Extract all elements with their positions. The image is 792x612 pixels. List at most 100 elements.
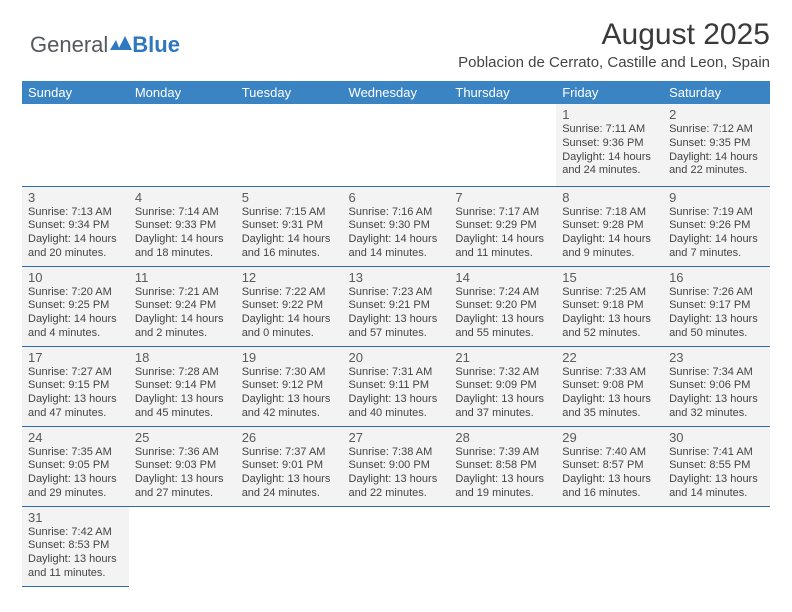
day-info: Sunrise: 7:30 AMSunset: 9:12 PMDaylight:… [242, 366, 337, 421]
daylight-text-2: and 14 minutes. [669, 487, 764, 501]
day-info: Sunrise: 7:23 AMSunset: 9:21 PMDaylight:… [349, 286, 444, 341]
calendar-day-cell: 16Sunrise: 7:26 AMSunset: 9:17 PMDayligh… [663, 266, 770, 346]
day-info: Sunrise: 7:39 AMSunset: 8:58 PMDaylight:… [455, 446, 550, 501]
daylight-text-1: Daylight: 13 hours [349, 313, 444, 327]
calendar-table: SundayMondayTuesdayWednesdayThursdayFrid… [22, 81, 770, 587]
calendar-day-cell: 7Sunrise: 7:17 AMSunset: 9:29 PMDaylight… [449, 186, 556, 266]
daylight-text-2: and 27 minutes. [135, 487, 230, 501]
sunset-text: Sunset: 8:58 PM [455, 459, 550, 473]
sunrise-text: Sunrise: 7:24 AM [455, 286, 550, 300]
daylight-text-2: and 24 minutes. [562, 164, 657, 178]
day-info: Sunrise: 7:40 AMSunset: 8:57 PMDaylight:… [562, 446, 657, 501]
daylight-text-1: Daylight: 13 hours [669, 473, 764, 487]
sunrise-text: Sunrise: 7:33 AM [562, 366, 657, 380]
sunrise-text: Sunrise: 7:16 AM [349, 206, 444, 220]
sunrise-text: Sunrise: 7:31 AM [349, 366, 444, 380]
day-info: Sunrise: 7:17 AMSunset: 9:29 PMDaylight:… [455, 206, 550, 261]
logo-text-2: Blue [132, 32, 180, 58]
day-number: 13 [349, 270, 444, 285]
day-number: 7 [455, 190, 550, 205]
daylight-text-2: and 52 minutes. [562, 327, 657, 341]
daylight-text-2: and 20 minutes. [28, 247, 123, 261]
daylight-text-2: and 24 minutes. [242, 487, 337, 501]
daylight-text-1: Daylight: 13 hours [28, 393, 123, 407]
sunset-text: Sunset: 8:55 PM [669, 459, 764, 473]
calendar-day-cell: 4Sunrise: 7:14 AMSunset: 9:33 PMDaylight… [129, 186, 236, 266]
day-number: 14 [455, 270, 550, 285]
daylight-text-2: and 40 minutes. [349, 407, 444, 421]
sunset-text: Sunset: 9:28 PM [562, 219, 657, 233]
calendar-day-cell: 21Sunrise: 7:32 AMSunset: 9:09 PMDayligh… [449, 346, 556, 426]
calendar-day-cell: 27Sunrise: 7:38 AMSunset: 9:00 PMDayligh… [343, 426, 450, 506]
calendar-empty-cell [449, 104, 556, 186]
daylight-text-1: Daylight: 13 hours [242, 393, 337, 407]
day-number: 18 [135, 350, 230, 365]
sunset-text: Sunset: 9:00 PM [349, 459, 444, 473]
calendar-header-cell: Tuesday [236, 81, 343, 104]
daylight-text-1: Daylight: 14 hours [135, 313, 230, 327]
daylight-text-2: and 9 minutes. [562, 247, 657, 261]
sunrise-text: Sunrise: 7:35 AM [28, 446, 123, 460]
calendar-empty-cell [556, 506, 663, 586]
daylight-text-2: and 35 minutes. [562, 407, 657, 421]
calendar-empty-cell [663, 506, 770, 586]
sunset-text: Sunset: 9:33 PM [135, 219, 230, 233]
daylight-text-1: Daylight: 14 hours [28, 313, 123, 327]
calendar-week-row: 10Sunrise: 7:20 AMSunset: 9:25 PMDayligh… [22, 266, 770, 346]
calendar-day-cell: 1Sunrise: 7:11 AMSunset: 9:36 PMDaylight… [556, 104, 663, 186]
day-info: Sunrise: 7:42 AMSunset: 8:53 PMDaylight:… [28, 526, 123, 581]
daylight-text-2: and 22 minutes. [669, 164, 764, 178]
day-info: Sunrise: 7:36 AMSunset: 9:03 PMDaylight:… [135, 446, 230, 501]
day-number: 19 [242, 350, 337, 365]
daylight-text-1: Daylight: 13 hours [135, 393, 230, 407]
calendar-day-cell: 14Sunrise: 7:24 AMSunset: 9:20 PMDayligh… [449, 266, 556, 346]
daylight-text-2: and 29 minutes. [28, 487, 123, 501]
daylight-text-1: Daylight: 14 hours [349, 233, 444, 247]
calendar-day-cell: 31Sunrise: 7:42 AMSunset: 8:53 PMDayligh… [22, 506, 129, 586]
day-info: Sunrise: 7:28 AMSunset: 9:14 PMDaylight:… [135, 366, 230, 421]
day-info: Sunrise: 7:31 AMSunset: 9:11 PMDaylight:… [349, 366, 444, 421]
sunset-text: Sunset: 9:24 PM [135, 299, 230, 313]
calendar-day-cell: 17Sunrise: 7:27 AMSunset: 9:15 PMDayligh… [22, 346, 129, 426]
calendar-day-cell: 9Sunrise: 7:19 AMSunset: 9:26 PMDaylight… [663, 186, 770, 266]
calendar-header-cell: Saturday [663, 81, 770, 104]
calendar-day-cell: 20Sunrise: 7:31 AMSunset: 9:11 PMDayligh… [343, 346, 450, 426]
day-info: Sunrise: 7:33 AMSunset: 9:08 PMDaylight:… [562, 366, 657, 421]
day-info: Sunrise: 7:12 AMSunset: 9:35 PMDaylight:… [669, 123, 764, 178]
calendar-header-cell: Thursday [449, 81, 556, 104]
sunset-text: Sunset: 9:20 PM [455, 299, 550, 313]
sunrise-text: Sunrise: 7:20 AM [28, 286, 123, 300]
daylight-text-1: Daylight: 13 hours [669, 313, 764, 327]
sunrise-text: Sunrise: 7:34 AM [669, 366, 764, 380]
daylight-text-1: Daylight: 14 hours [669, 233, 764, 247]
day-number: 16 [669, 270, 764, 285]
daylight-text-2: and 50 minutes. [669, 327, 764, 341]
logo-text-1: General [30, 32, 108, 58]
calendar-day-cell: 2Sunrise: 7:12 AMSunset: 9:35 PMDaylight… [663, 104, 770, 186]
daylight-text-1: Daylight: 13 hours [349, 393, 444, 407]
daylight-text-1: Daylight: 13 hours [135, 473, 230, 487]
calendar-day-cell: 29Sunrise: 7:40 AMSunset: 8:57 PMDayligh… [556, 426, 663, 506]
day-info: Sunrise: 7:24 AMSunset: 9:20 PMDaylight:… [455, 286, 550, 341]
daylight-text-1: Daylight: 13 hours [562, 313, 657, 327]
sunset-text: Sunset: 9:05 PM [28, 459, 123, 473]
day-info: Sunrise: 7:35 AMSunset: 9:05 PMDaylight:… [28, 446, 123, 501]
day-number: 3 [28, 190, 123, 205]
daylight-text-2: and 4 minutes. [28, 327, 123, 341]
sunrise-text: Sunrise: 7:41 AM [669, 446, 764, 460]
daylight-text-2: and 47 minutes. [28, 407, 123, 421]
calendar-day-cell: 18Sunrise: 7:28 AMSunset: 9:14 PMDayligh… [129, 346, 236, 426]
sunrise-text: Sunrise: 7:14 AM [135, 206, 230, 220]
daylight-text-1: Daylight: 13 hours [455, 313, 550, 327]
daylight-text-1: Daylight: 14 hours [455, 233, 550, 247]
day-info: Sunrise: 7:41 AMSunset: 8:55 PMDaylight:… [669, 446, 764, 501]
daylight-text-2: and 16 minutes. [562, 487, 657, 501]
calendar-empty-cell [129, 506, 236, 586]
calendar-day-cell: 12Sunrise: 7:22 AMSunset: 9:22 PMDayligh… [236, 266, 343, 346]
day-number: 25 [135, 430, 230, 445]
sunset-text: Sunset: 9:21 PM [349, 299, 444, 313]
sunset-text: Sunset: 9:03 PM [135, 459, 230, 473]
day-info: Sunrise: 7:34 AMSunset: 9:06 PMDaylight:… [669, 366, 764, 421]
sunset-text: Sunset: 9:14 PM [135, 379, 230, 393]
sunset-text: Sunset: 9:17 PM [669, 299, 764, 313]
